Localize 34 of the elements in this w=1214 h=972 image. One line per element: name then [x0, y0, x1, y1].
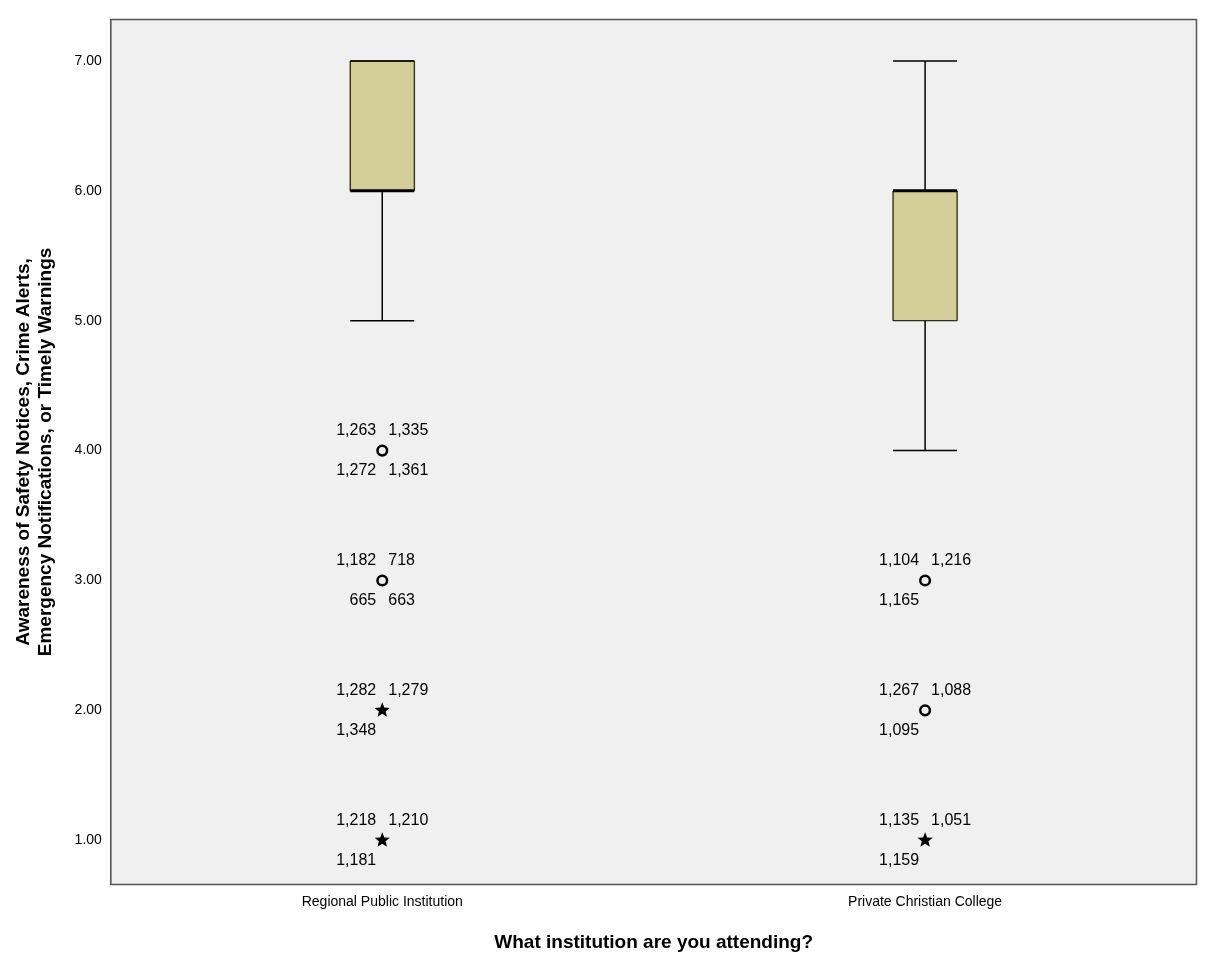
annotation: 718: [388, 550, 416, 568]
x-axis-title: What institution are you attending?: [494, 930, 814, 952]
y-tick-label: 6.00: [74, 181, 103, 198]
annotation: 1,218: [336, 810, 377, 828]
annotation: 1,279: [388, 680, 429, 698]
annotation: 1,165: [879, 590, 920, 608]
annotation: 1,216: [931, 550, 972, 568]
x-tick-label: Private Christian College: [848, 892, 1003, 909]
annotation: 1,361: [388, 461, 429, 479]
annotation: 1,095: [879, 720, 920, 738]
annotation: 1,159: [879, 850, 920, 868]
annotation: 663: [388, 590, 416, 608]
x-tick-label: Regional Public Institution: [301, 892, 463, 909]
annotation: 1,267: [879, 680, 920, 698]
y-tick-label: 7.00: [74, 51, 103, 68]
annotation: 1,335: [388, 421, 429, 439]
annotation: 1,263: [336, 421, 377, 439]
y-tick-label: 1.00: [74, 831, 103, 848]
annotation: 1,182: [336, 550, 377, 568]
annotation: 1,104: [879, 550, 920, 568]
annotation: 1,051: [931, 810, 972, 828]
annotation: 665: [349, 590, 377, 608]
annotation: 1,135: [879, 810, 920, 828]
y-axis-title: Awareness of Safety Notices, Crime Alerts, Emergency Notifications, or Timely Warnings: [11, 247, 56, 657]
annotation: 1,181: [336, 850, 377, 868]
annotation: 1,088: [931, 680, 972, 698]
y-tick-label: 2.00: [74, 701, 103, 718]
annotation: 1,272: [336, 461, 377, 479]
annotation: 1,210: [388, 810, 429, 828]
y-tick-label: 5.00: [74, 311, 103, 328]
y-tick-label: 3.00: [74, 571, 103, 588]
annotation: 1,348: [336, 720, 377, 738]
annotation: 1,282: [336, 680, 377, 698]
y-tick-label: 4.00: [74, 441, 103, 458]
